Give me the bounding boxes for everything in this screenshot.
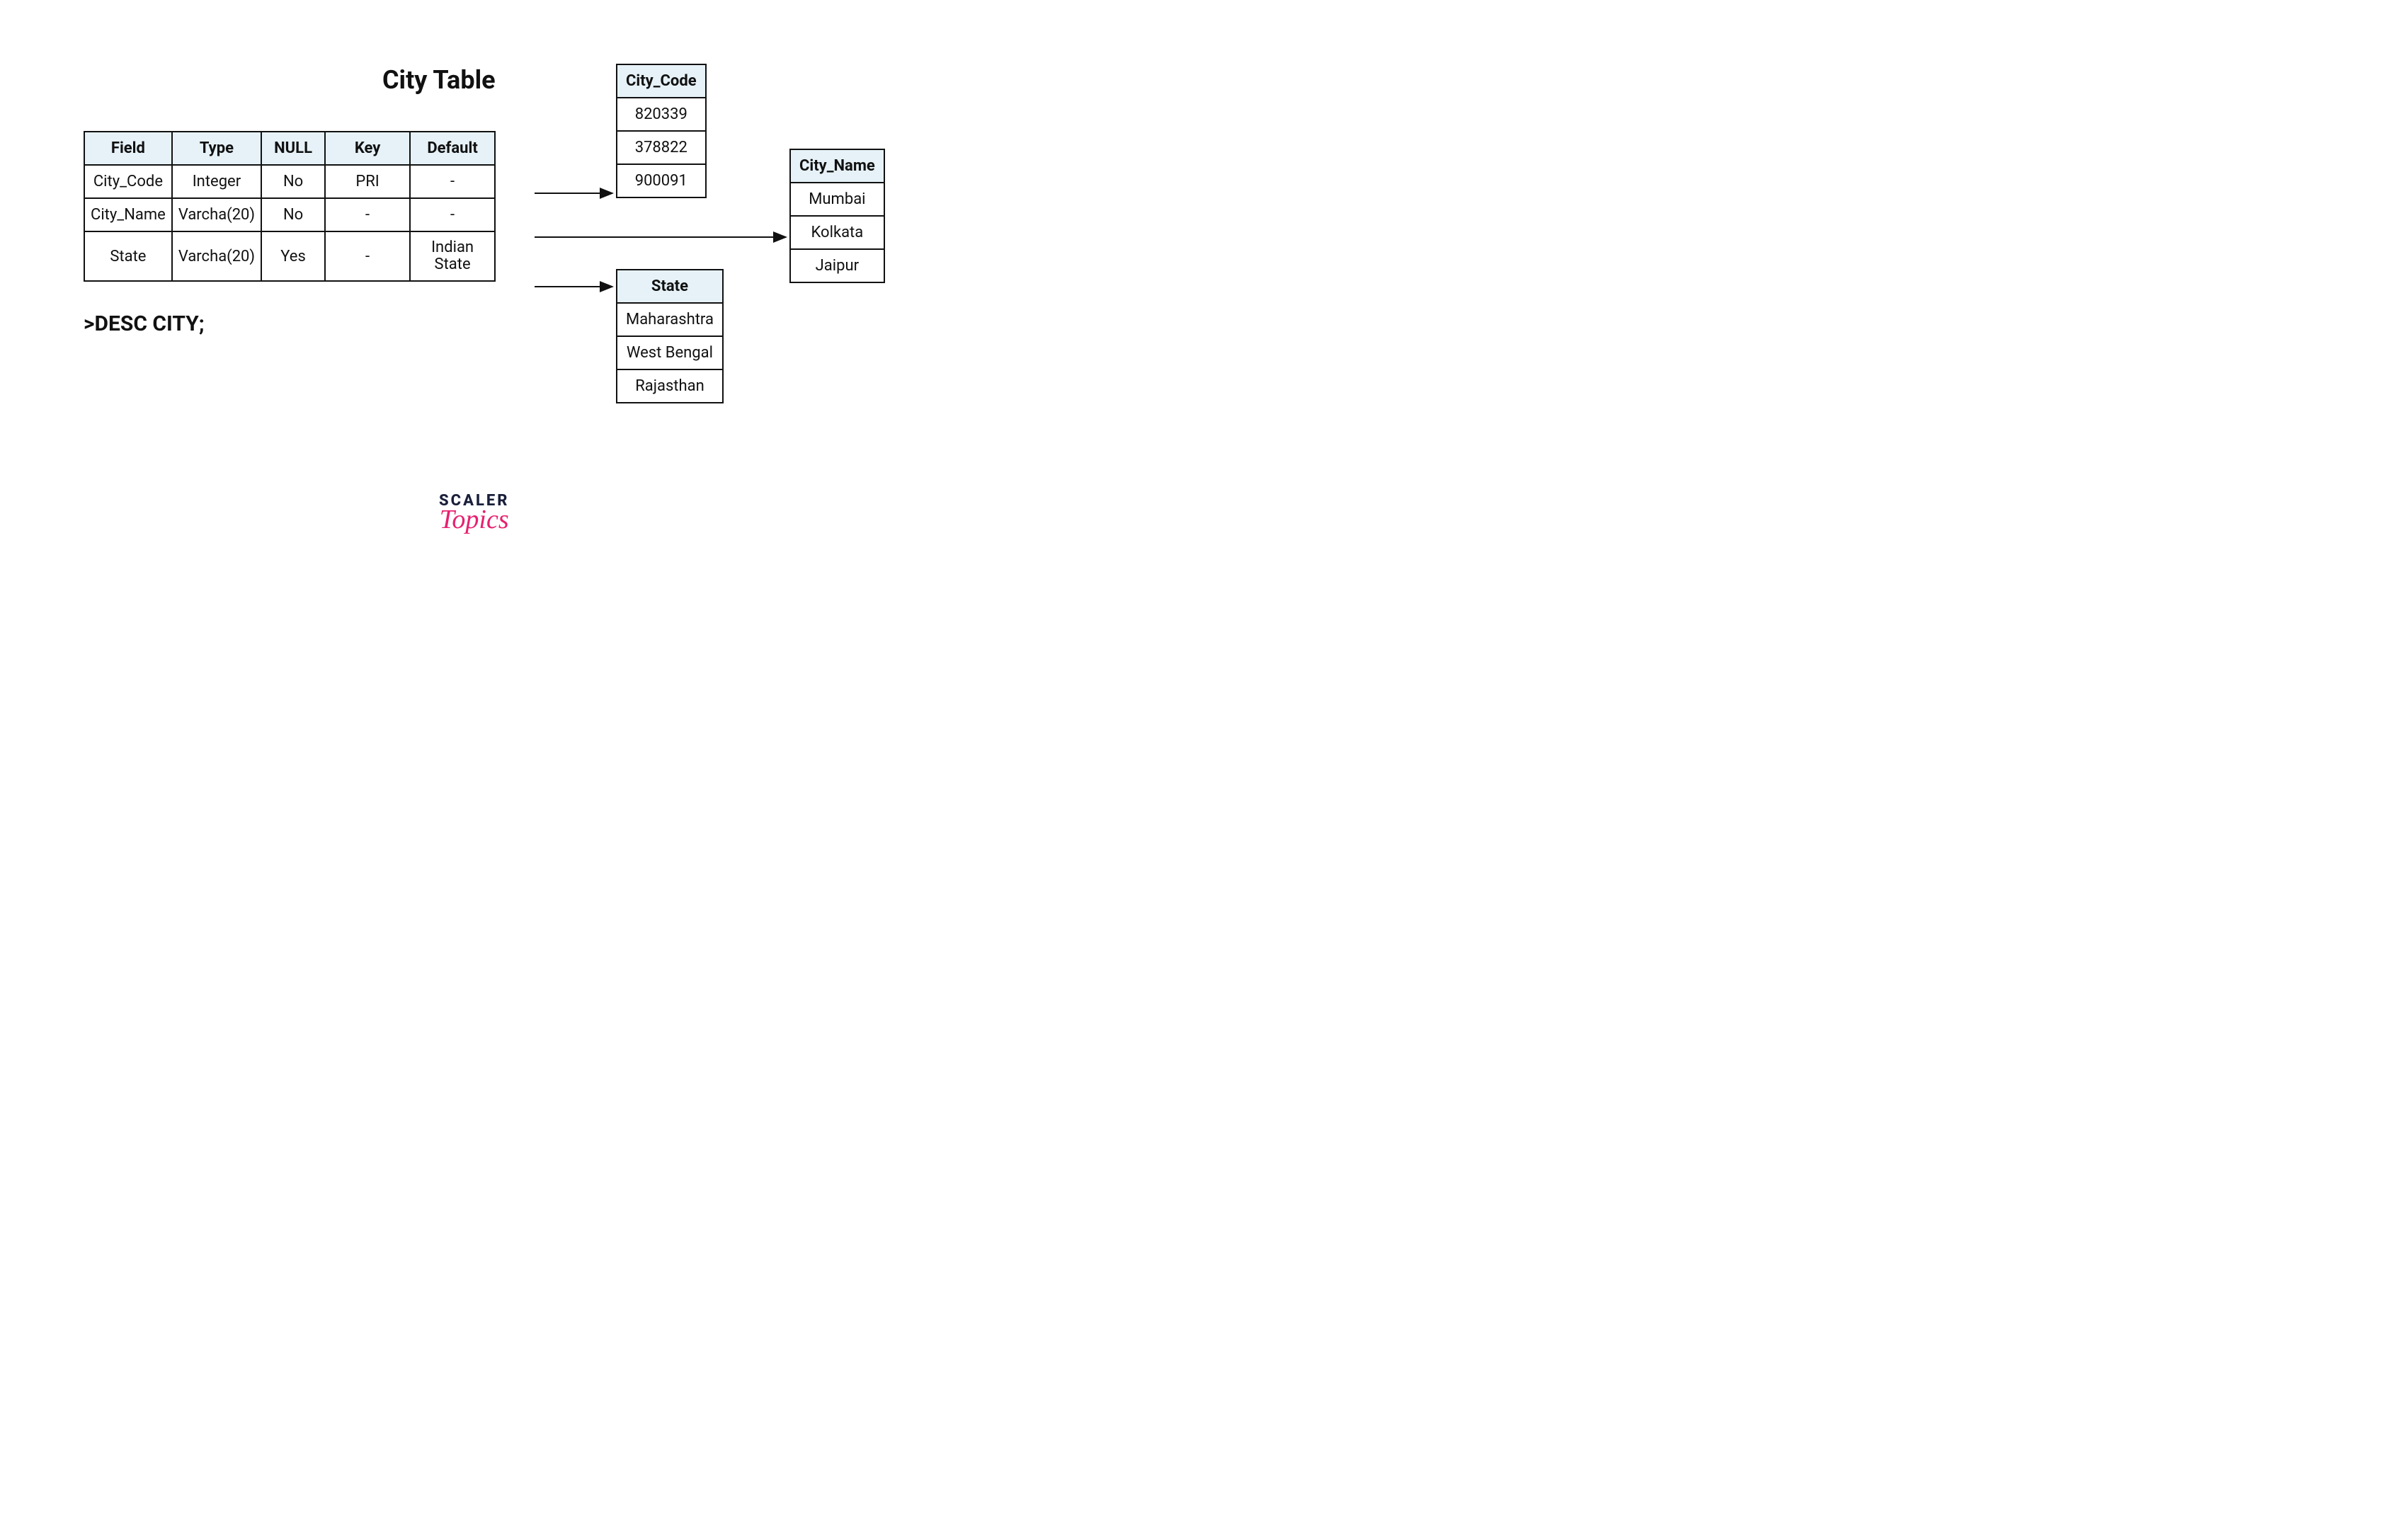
table-row: StateVarcha(20)Yes-IndianState bbox=[84, 231, 495, 281]
table-row: Maharashtra bbox=[617, 303, 723, 336]
table-cell: Mumbai bbox=[790, 183, 884, 216]
main-schema-table: FieldTypeNULLKeyDefault City_CodeInteger… bbox=[84, 131, 496, 282]
main-col-default: Default bbox=[410, 132, 495, 165]
diagram-canvas: City Table FieldTypeNULLKeyDefault City_… bbox=[0, 0, 1102, 698]
main-col-null: NULL bbox=[261, 132, 325, 165]
table-cell: Kolkata bbox=[790, 216, 884, 249]
table-cell: 378822 bbox=[617, 131, 706, 164]
scaler-logo: SCALER Topics bbox=[439, 492, 509, 535]
city-code-table: City_Code 820339378822900091 bbox=[616, 64, 707, 198]
city-name-table: City_Name MumbaiKolkataJaipur bbox=[789, 149, 885, 283]
diagram-title: City Table bbox=[382, 65, 496, 95]
main-col-type: Type bbox=[172, 132, 261, 165]
city-name-header: City_Name bbox=[790, 149, 884, 183]
table-cell: - bbox=[410, 198, 495, 231]
state-header: State bbox=[617, 270, 723, 303]
sql-command: >DESC CITY; bbox=[84, 311, 205, 336]
table-row: 820339 bbox=[617, 98, 706, 131]
table-cell: Yes bbox=[261, 231, 325, 281]
table-cell: 820339 bbox=[617, 98, 706, 131]
table-row: City_CodeIntegerNoPRI- bbox=[84, 165, 495, 198]
city-code-header: City_Code bbox=[617, 64, 706, 98]
table-cell: PRI bbox=[325, 165, 410, 198]
table-cell: 900091 bbox=[617, 164, 706, 197]
table-row: Mumbai bbox=[790, 183, 884, 216]
connector-arrows bbox=[0, 0, 1102, 698]
table-row: Kolkata bbox=[790, 216, 884, 249]
table-cell: Varcha(20) bbox=[172, 198, 261, 231]
table-cell: - bbox=[325, 231, 410, 281]
table-row: 378822 bbox=[617, 131, 706, 164]
table-cell: Maharashtra bbox=[617, 303, 723, 336]
table-row: Jaipur bbox=[790, 249, 884, 282]
table-cell: City_Name bbox=[84, 198, 172, 231]
table-cell: City_Code bbox=[84, 165, 172, 198]
table-row: City_NameVarcha(20)No-- bbox=[84, 198, 495, 231]
table-cell: No bbox=[261, 165, 325, 198]
table-cell: - bbox=[410, 165, 495, 198]
table-cell: No bbox=[261, 198, 325, 231]
table-row: 900091 bbox=[617, 164, 706, 197]
table-cell: Rajasthan bbox=[617, 369, 723, 403]
main-col-key: Key bbox=[325, 132, 410, 165]
table-cell: West Bengal bbox=[617, 336, 723, 369]
table-cell: Jaipur bbox=[790, 249, 884, 282]
logo-text-bottom: Topics bbox=[439, 504, 509, 535]
table-cell: IndianState bbox=[410, 231, 495, 281]
table-cell: Varcha(20) bbox=[172, 231, 261, 281]
table-cell: State bbox=[84, 231, 172, 281]
table-cell: Integer bbox=[172, 165, 261, 198]
main-col-field: Field bbox=[84, 132, 172, 165]
table-row: West Bengal bbox=[617, 336, 723, 369]
table-cell: - bbox=[325, 198, 410, 231]
table-row: Rajasthan bbox=[617, 369, 723, 403]
state-table: State MaharashtraWest BengalRajasthan bbox=[616, 269, 724, 403]
